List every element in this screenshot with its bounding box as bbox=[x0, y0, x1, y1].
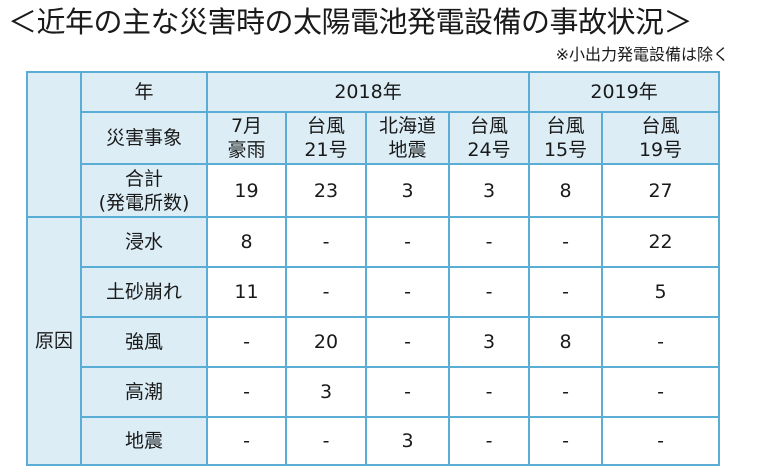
cause-label: 高潮 bbox=[80, 366, 208, 418]
cause-header: 原因 bbox=[26, 216, 82, 466]
year-row: 年 2018年 2019年 bbox=[26, 71, 721, 218]
total-cell: 23 bbox=[285, 163, 367, 218]
cause-value: 22 bbox=[601, 216, 721, 268]
cause-value: - bbox=[601, 416, 721, 466]
cause-label: 地震 bbox=[80, 416, 208, 466]
cause-value: - bbox=[447, 366, 531, 418]
total-cell: 19 bbox=[206, 163, 287, 218]
cause-value: 8 bbox=[206, 216, 287, 268]
event-line1: 台風 bbox=[306, 115, 345, 137]
event-line1: 台風 bbox=[641, 115, 680, 137]
cause-row: 強風 - 20 - 3 8 - bbox=[27, 316, 721, 368]
cause-value: - bbox=[206, 416, 287, 466]
total-cell: 3 bbox=[447, 163, 531, 218]
event-header: 災害事象 bbox=[80, 111, 208, 165]
cause-value: - bbox=[285, 266, 367, 318]
total-label-line1: 合計 bbox=[124, 167, 163, 190]
event-line2: 19号 bbox=[638, 139, 683, 161]
cause-value: - bbox=[528, 416, 604, 466]
total-row: 合計 (発電所数) 19 23 3 3 8 27 bbox=[27, 163, 721, 218]
cause-value: - bbox=[285, 416, 367, 466]
event-cell: 北海道 地震 bbox=[365, 111, 450, 165]
cause-value: 5 bbox=[601, 266, 721, 318]
footnote: ※小出力発電設備は除く bbox=[555, 45, 729, 64]
cause-value: - bbox=[365, 366, 450, 418]
cause-value: - bbox=[528, 216, 604, 268]
cause-row: 地震 - - 3 - - - bbox=[27, 416, 721, 466]
year-2019: 2019年 bbox=[528, 71, 721, 113]
cause-value: - bbox=[528, 366, 604, 418]
year-2018: 2018年 bbox=[205, 71, 531, 113]
cause-row: 高潮 - 3 - - - - bbox=[27, 366, 721, 418]
incident-table: 年 2018年 2019年 災害事象 7月 豪雨 台風 21号 北海道 地震 台風 24… bbox=[26, 71, 721, 466]
cause-value: - bbox=[447, 266, 531, 318]
cause-row: 土砂崩れ 11 - - - - 5 bbox=[27, 266, 721, 318]
total-cell: 3 bbox=[365, 163, 450, 218]
year-header: 年 bbox=[80, 71, 208, 113]
event-line2: 21号 bbox=[304, 139, 348, 161]
cause-value: 8 bbox=[528, 316, 604, 368]
cause-value: 20 bbox=[285, 316, 367, 368]
cause-value: - bbox=[365, 216, 450, 268]
total-header: 合計 (発電所数) bbox=[80, 163, 208, 218]
cause-label: 強風 bbox=[80, 316, 208, 368]
cause-value: 3 bbox=[447, 316, 531, 368]
event-line1: 7月 bbox=[230, 115, 263, 137]
cause-value: - bbox=[447, 216, 531, 268]
cause-value: - bbox=[206, 366, 287, 418]
event-cell: 台風 21号 bbox=[285, 111, 367, 165]
cause-value: - bbox=[601, 316, 721, 368]
page-title: ＜近年の主な災害時の太陽電池発電設備の事故状況＞ bbox=[8, 5, 693, 39]
cause-label: 土砂崩れ bbox=[80, 266, 208, 318]
cause-value: 3 bbox=[285, 366, 367, 418]
event-line1: 台風 bbox=[546, 115, 585, 137]
cause-value: - bbox=[365, 266, 450, 318]
cause-value: - bbox=[365, 316, 450, 368]
cause-value: - bbox=[285, 216, 367, 268]
cause-value: - bbox=[601, 366, 721, 418]
event-cell: 台風 24号 bbox=[447, 111, 531, 165]
event-cell: 台風 19号 bbox=[601, 111, 721, 165]
event-row: 災害事象 7月 豪雨 台風 21号 北海道 地震 台風 24号 台風 15号 台風 19号 bbox=[27, 111, 721, 165]
total-cell: 27 bbox=[601, 163, 721, 218]
event-line2: 24号 bbox=[467, 139, 511, 161]
cause-value: - bbox=[528, 266, 604, 318]
event-cell: 台風 15号 bbox=[528, 111, 604, 165]
cause-row: 原因 浸水 8 - - - - 22 bbox=[26, 216, 721, 466]
corner-cell bbox=[26, 71, 82, 218]
cause-value: 3 bbox=[365, 416, 450, 466]
event-line2: 15号 bbox=[543, 139, 588, 161]
event-cell: 7月 豪雨 bbox=[206, 111, 287, 165]
event-line2: 豪雨 bbox=[227, 139, 266, 161]
cause-value: 11 bbox=[206, 266, 287, 318]
event-line2: 地震 bbox=[388, 139, 427, 161]
cause-value: - bbox=[447, 416, 531, 466]
event-line1: 北海道 bbox=[378, 115, 436, 137]
total-cell: 8 bbox=[528, 163, 604, 218]
cause-label: 浸水 bbox=[80, 216, 208, 268]
total-label-line2: (発電所数) bbox=[98, 191, 190, 214]
event-line1: 台風 bbox=[470, 115, 509, 137]
cause-value: - bbox=[206, 316, 287, 368]
